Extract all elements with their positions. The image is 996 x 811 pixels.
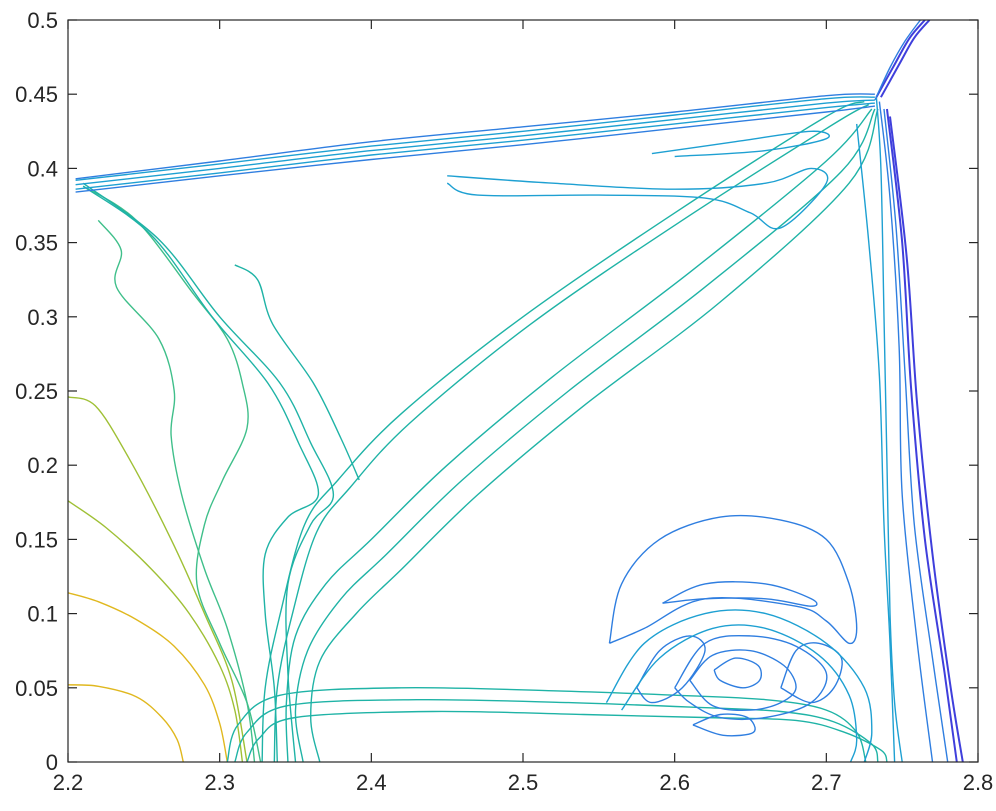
x-tick-label-3: 2.5 (508, 770, 539, 795)
contour-line-4 (97, 219, 256, 762)
y-tick-label-8: 0.4 (27, 156, 58, 181)
contour-line-0 (68, 684, 184, 762)
contour-line-3 (68, 396, 248, 762)
contour-line-28 (886, 108, 958, 762)
contour-line-19 (75, 96, 875, 181)
contour-line-20 (75, 99, 875, 186)
contour-line-37 (713, 657, 762, 689)
contour-line-35 (674, 634, 828, 721)
contour-line-12 (294, 108, 876, 762)
x-tick-label-0: 2.2 (53, 770, 84, 795)
contour-line-6 (82, 185, 320, 762)
contour-line-21 (75, 102, 875, 190)
y-axis: 0 0.05 0.1 0.15 0.2 0.25 0.3 0.35 0.4 0.45 0.5 (15, 8, 978, 775)
y-tick-label-1: 0.05 (15, 676, 58, 701)
contour-line-30 (875, 20, 926, 98)
contour-line-32 (874, 20, 921, 101)
x-tick-label-4: 2.6 (659, 770, 690, 795)
x-axis: 2.2 2.3 2.4 2.5 2.6 2.7 2.8 (53, 20, 994, 795)
contour-line-11 (285, 108, 873, 762)
plot-area (68, 20, 964, 762)
contour-line-9 (261, 100, 865, 762)
contour-line-14 (226, 686, 867, 762)
contour-line-25 (856, 123, 896, 762)
contour-line-7 (82, 182, 335, 762)
y-tick-label-4: 0.2 (27, 453, 58, 478)
contour-line-29 (889, 116, 964, 762)
contour-line-42 (621, 624, 858, 762)
contour-line-39 (780, 642, 843, 704)
contour-line-8 (234, 264, 360, 481)
contour-line-36 (689, 649, 797, 712)
contour-line-27 (883, 108, 949, 762)
contour-line-15 (234, 698, 879, 762)
x-tick-label-5: 2.7 (811, 770, 842, 795)
x-tick-label-1: 2.3 (204, 770, 235, 795)
contour-line-23 (75, 105, 875, 193)
contour-line-41 (605, 609, 873, 762)
contour-line-24 (875, 97, 903, 762)
contour-line-2 (68, 500, 244, 762)
y-tick-label-6: 0.3 (27, 305, 58, 330)
y-tick-label-5: 0.25 (15, 379, 58, 404)
contour-line-1 (68, 592, 228, 762)
y-tick-label-10: 0.5 (27, 8, 58, 33)
contour-line-38 (636, 635, 706, 704)
x-tick-label-2: 2.4 (356, 770, 387, 795)
y-tick-label-9: 0.45 (15, 82, 58, 107)
contour-line-40 (692, 713, 756, 737)
contour-line-10 (273, 103, 870, 762)
contour-line-34 (662, 581, 818, 607)
y-tick-label-7: 0.35 (15, 231, 58, 256)
contour-line-26 (878, 101, 934, 762)
y-tick-label-3: 0.15 (15, 527, 58, 552)
y-tick-label-2: 0.1 (27, 602, 58, 627)
contour-line-17 (446, 167, 829, 230)
y-tick-label-0: 0 (46, 750, 58, 775)
contour-line-18 (651, 130, 830, 158)
contour-line-31 (880, 20, 931, 98)
contour-line-33 (608, 514, 858, 645)
contour-line-16 (246, 710, 888, 762)
contour-line-5 (82, 185, 262, 762)
contour-line-22 (75, 93, 875, 180)
contour-line-13 (310, 108, 879, 762)
x-tick-label-6: 2.8 (963, 770, 994, 795)
